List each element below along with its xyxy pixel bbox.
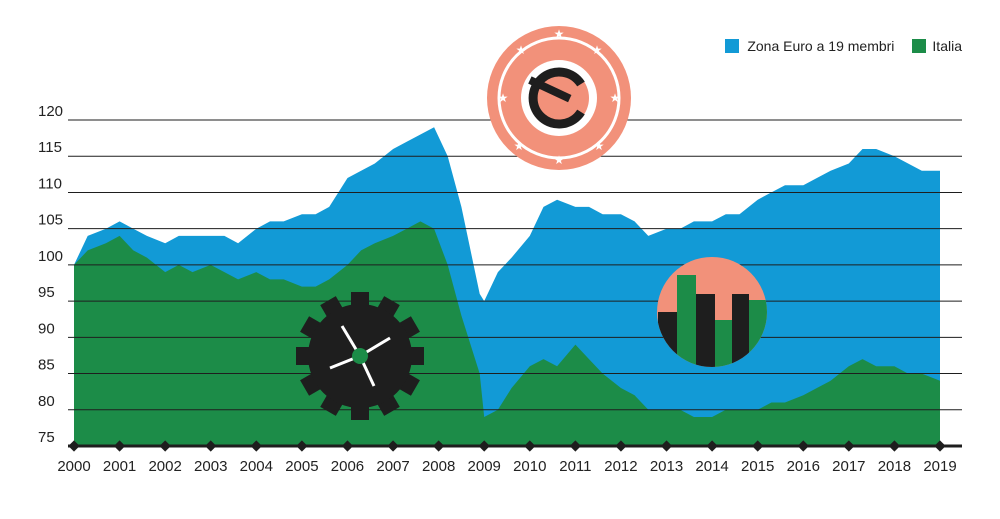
x-tick-label: 2010 (513, 458, 546, 475)
x-tick-label: 2012 (604, 458, 637, 475)
x-tick-label: 2018 (878, 458, 911, 475)
x-tick-marker (432, 440, 445, 452)
x-tick-label: 2015 (741, 458, 774, 475)
x-tick-label: 2011 (559, 458, 591, 475)
euro-seal-icon: ★ ★ ★ ★ ★ ★ ★ ★ (487, 26, 631, 170)
x-tick-label: 2005 (285, 458, 318, 475)
gear-icon (296, 292, 424, 420)
x-tick-label: 2004 (240, 458, 273, 475)
x-tick-marker (888, 440, 901, 452)
y-tick-label: 110 (38, 175, 62, 192)
svg-text:★: ★ (516, 43, 527, 57)
legend-swatch-eurozone (725, 39, 740, 53)
x-tick-marker (706, 440, 718, 452)
x-tick-label: 2017 (832, 458, 865, 475)
x-axis: 2000 2001 2002 2003 2004 2005 2006 2007 2008 2009… (57, 440, 962, 475)
y-tick-label: 95 (38, 284, 55, 301)
x-tick-marker (387, 440, 399, 452)
svg-text:★: ★ (594, 139, 605, 153)
x-tick-marker (524, 440, 536, 452)
x-tick-marker (569, 440, 582, 452)
x-tick-marker (660, 440, 673, 452)
svg-text:★: ★ (554, 153, 565, 167)
x-tick-marker (934, 440, 946, 452)
x-tick-marker (615, 440, 627, 452)
svg-text:★: ★ (610, 91, 621, 105)
x-tick-label: 2002 (148, 458, 181, 475)
y-tick-labels: 75 80 85 90 95 100 105 110 115 120 (38, 103, 63, 446)
y-tick-label: 90 (38, 320, 55, 337)
y-tick-label: 75 (38, 429, 55, 446)
x-tick-label: 2003 (194, 458, 227, 475)
y-tick-label: 120 (38, 103, 63, 120)
svg-text:★: ★ (498, 91, 509, 105)
x-tick-marker (296, 440, 308, 452)
x-tick-marker (205, 440, 217, 452)
svg-text:★: ★ (554, 27, 565, 41)
x-tick-label: 2001 (103, 458, 136, 475)
x-tick-label: 2019 (923, 458, 956, 475)
x-tick-label: 2008 (422, 458, 455, 475)
x-tick-label: 2009 (468, 458, 501, 475)
area-series-group (74, 127, 940, 446)
y-tick-label: 80 (38, 393, 55, 410)
y-tick-label: 105 (38, 212, 63, 229)
x-tick-marker (250, 440, 262, 452)
area-series-1 (74, 221, 940, 446)
x-tick-label: 2000 (57, 458, 90, 475)
x-tick-label: 2013 (650, 458, 683, 475)
x-tick-marker (478, 440, 490, 452)
x-tick-marker (797, 440, 809, 452)
x-tick-label: 2006 (331, 458, 364, 475)
x-tick-label: 2016 (787, 458, 820, 475)
legend-label-italia: Italia (932, 38, 962, 54)
x-tick-marker (843, 440, 855, 452)
bar-chart-badge-icon (657, 257, 767, 367)
legend-label-eurozone: Zona Euro a 19 membri (747, 38, 895, 54)
x-tick-marker (341, 440, 354, 452)
svg-text:★: ★ (592, 43, 603, 57)
legend-swatch-italia (912, 39, 927, 53)
y-tick-label: 100 (38, 248, 63, 265)
y-tick-label: 115 (38, 139, 62, 156)
x-tick-label: 2007 (376, 458, 409, 475)
x-tick-label: 2014 (695, 458, 728, 475)
svg-text:★: ★ (514, 139, 525, 153)
x-tick-marker (752, 440, 764, 452)
legend: Zona Euro a 19 membri Italia (725, 38, 962, 54)
y-tick-label: 85 (38, 357, 55, 374)
x-tick-marker (159, 440, 171, 452)
